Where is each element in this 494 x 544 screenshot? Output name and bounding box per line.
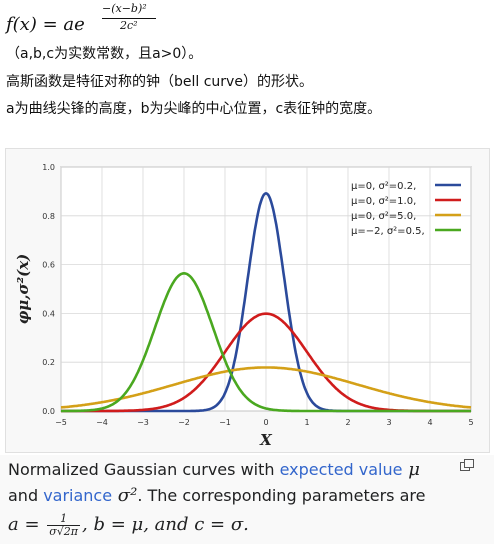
- y-tick-label: 0.0: [42, 407, 55, 416]
- a-equals: a =: [8, 514, 46, 535]
- formula-exponent-bar: [102, 18, 156, 19]
- x-tick-label: 2: [345, 418, 350, 427]
- y-axis-label: φμ,σ²(x): [14, 254, 32, 325]
- gaussian-chart: −5 −4 −3 −2 −1 0 1 2 3 4 5 0.0 0.2 0.4 0.6 0.8 1.0 Xφμ,σ²…: [14, 163, 474, 449]
- caption-text: Normalized Gaussian curves with: [8, 460, 280, 479]
- parameter-meaning: a为曲线尖锋的高度，b为尖峰的中心位置，c表征钟的宽度。: [6, 101, 382, 117]
- x-tick-label: −2: [178, 418, 190, 427]
- legend-label: μ=−2, σ²=0.5,: [351, 226, 425, 237]
- caption-text: and: [8, 486, 44, 505]
- x-tick-label: −3: [137, 418, 149, 427]
- y-tick-label: 0.2: [42, 358, 55, 367]
- y-tick-label: 1.0: [42, 163, 55, 172]
- x-tick-label: 4: [427, 418, 432, 427]
- caption-line-3: a = 1 σ√2π, b = μ, and c = σ.: [8, 513, 249, 538]
- formula-exponent-denominator: 2c²: [120, 19, 138, 32]
- caption-text: . The corresponding parameters are: [137, 486, 426, 505]
- variance-link[interactable]: variance: [43, 486, 113, 505]
- caption-line-2: and variance σ². The corresponding param…: [8, 485, 425, 506]
- fraction-numerator: 1: [47, 513, 81, 526]
- gaussian-formula: f(x) = ae −(x−b)² 2c²: [6, 2, 206, 42]
- x-tick-label: 1: [304, 418, 309, 427]
- parameter-note: （a,b,c为实数常数，且a>0）。: [6, 46, 203, 62]
- legend-label: μ=0, σ²=1.0,: [351, 196, 416, 207]
- legend-label: μ=0, σ²=5.0,: [351, 211, 416, 222]
- sigma-squared-symbol: σ²: [112, 485, 138, 506]
- enlarge-icon[interactable]: [460, 459, 474, 471]
- series-line: [60, 366, 472, 409]
- figure-caption: Normalized Gaussian curves with expected…: [0, 455, 494, 544]
- bell-curve-description: 高斯函数是特征对称的钟（bell curve）的形状。: [6, 74, 313, 90]
- y-tick-label: 0.8: [42, 212, 55, 221]
- formula-lhs: f(x) = ae: [6, 14, 85, 35]
- series-line: [60, 272, 472, 413]
- formula-exponent-numerator: −(x−b)²: [102, 2, 147, 15]
- x-tick-label: −4: [96, 418, 108, 427]
- legend-label: μ=0, σ²=0.2,: [351, 181, 416, 192]
- x-tick-label: −1: [219, 418, 231, 427]
- y-tick-label: 0.4: [42, 309, 55, 318]
- x-tick-label: 5: [468, 418, 473, 427]
- x-tick-label: 3: [386, 418, 391, 427]
- x-axis-label: X: [259, 431, 273, 449]
- expected-value-link[interactable]: expected value: [279, 460, 403, 479]
- b-c-definitions: , b = μ, and c = σ.: [82, 514, 249, 535]
- x-tick-label: −5: [55, 418, 67, 427]
- caption-line-1: Normalized Gaussian curves with expected…: [8, 459, 420, 480]
- x-tick-label: 0: [263, 418, 268, 427]
- fraction-denominator: σ√2π: [49, 525, 79, 538]
- mu-symbol: μ: [402, 459, 420, 480]
- y-tick-label: 0.6: [42, 261, 55, 270]
- a-fraction: 1 σ√2π: [47, 513, 81, 538]
